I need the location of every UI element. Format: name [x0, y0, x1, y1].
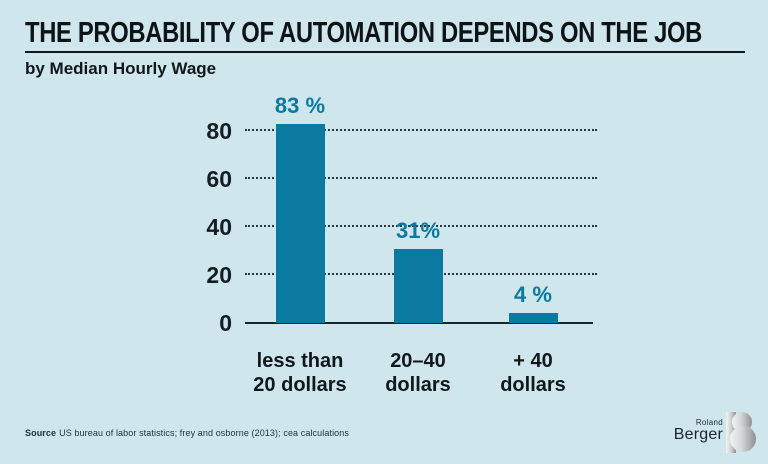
y-axis-tick-label: 60 [206, 166, 232, 192]
source-label: Source [25, 428, 57, 438]
gridline [245, 177, 597, 179]
x-axis-category-label: + 40 dollars [500, 350, 566, 396]
gridline [245, 129, 597, 131]
x-axis-category-label: 20–40 dollars [385, 350, 451, 396]
x-axis-line [245, 322, 593, 324]
roland-berger-b-icon [726, 412, 756, 453]
logo-berger-text: Berger [673, 426, 723, 443]
bar [276, 124, 325, 323]
gridline [245, 225, 597, 227]
logo-roland-text: Roland [695, 418, 723, 427]
x-axis-category-label: less than 20 dollars [253, 350, 347, 396]
y-axis-tick-label: 20 [206, 262, 232, 288]
bar-value-label: 31% [395, 218, 441, 243]
chart-title: THE PROBABILITY OF AUTOMATION DEPENDS ON… [25, 18, 745, 53]
roland-berger-logo-text: Roland Berger [674, 412, 723, 443]
chart-subtitle: by Median Hourly Wage [25, 59, 217, 78]
y-axis-tick-label: 80 [206, 118, 232, 144]
y-axis-tick-label: 0 [219, 310, 232, 336]
bar [509, 313, 558, 323]
y-axis-tick-label: 40 [206, 214, 232, 240]
bar-value-label: 83 % [274, 93, 326, 118]
source-text: US bureau of labor statistics; frey and … [59, 428, 349, 438]
source-line: Source US bureau of labor statistics; fre… [25, 428, 349, 438]
chart-title-text: THE PROBABILITY OF AUTOMATION DEPENDS ON… [25, 17, 702, 49]
roland-berger-logo: Roland Berger [674, 412, 757, 458]
bar-value-label: 4 % [514, 282, 552, 307]
bar [394, 249, 443, 323]
